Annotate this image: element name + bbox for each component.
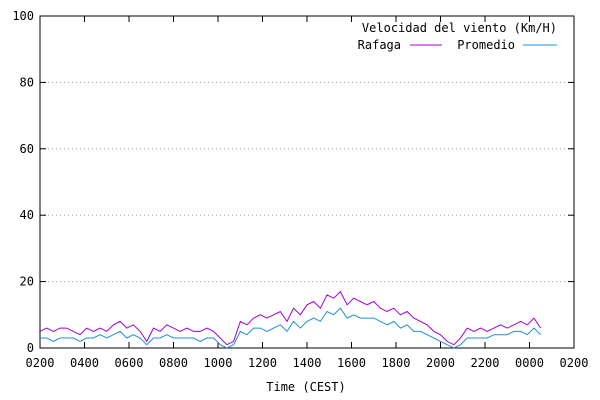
y-tick-label: 40 [20, 208, 34, 222]
x-tick-label: 2000 [426, 356, 455, 370]
x-axis: 0200 0400 0600 0800 1000 1200 1400 1600 1800 2000… [26, 16, 589, 370]
series-line-promedio [40, 307, 541, 349]
x-tick-label: 0400 [70, 356, 99, 370]
x-tick-label: 1400 [293, 356, 322, 370]
series-line-rafaga [39, 290, 542, 346]
x-axis-title: Time (CEST) [266, 380, 345, 394]
x-tick-label: 1000 [204, 356, 233, 370]
x-tick-label: 0000 [515, 356, 544, 370]
x-tick-label: 0800 [159, 356, 188, 370]
y-axis: 0 20 40 60 80 100 [12, 9, 574, 355]
x-tick-label: 0200 [560, 356, 589, 370]
grid-layer [40, 81, 574, 283]
legend-label-rafaga: Rafaga [358, 38, 401, 52]
plot-frame [39, 15, 575, 349]
y-tick-label: 20 [20, 275, 34, 289]
legend: Velocidad del viento (Km/H) Rafaga Prome… [358, 21, 557, 52]
x-tick-label: 0600 [115, 356, 144, 370]
y-tick-label: 0 [27, 341, 34, 355]
legend-title: Velocidad del viento (Km/H) [362, 21, 557, 35]
legend-label-promedio: Promedio [457, 38, 515, 52]
x-tick-label: 1200 [248, 356, 277, 370]
y-tick-label: 80 [20, 75, 34, 89]
x-tick-label: 0200 [26, 356, 55, 370]
y-tick-label: 100 [12, 9, 34, 23]
x-tick-label: 1600 [337, 356, 366, 370]
x-tick-label: 1800 [382, 356, 411, 370]
x-tick-label: 2200 [471, 356, 500, 370]
series-layer [39, 290, 542, 349]
y-tick-label: 60 [20, 142, 34, 156]
